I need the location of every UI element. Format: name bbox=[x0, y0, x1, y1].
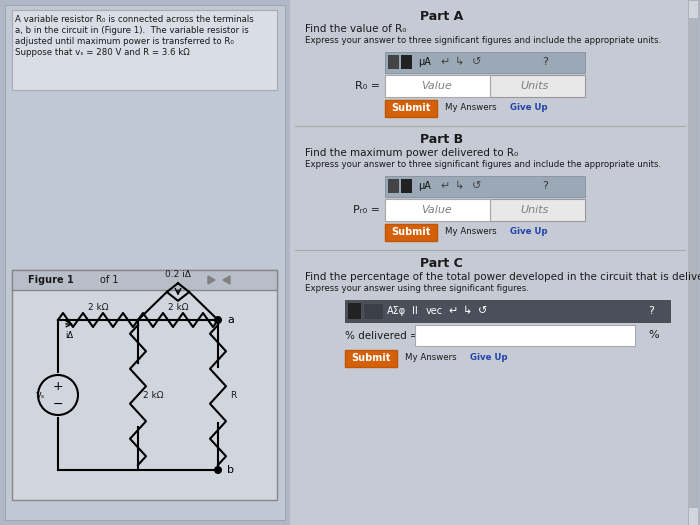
Text: 2 kΩ: 2 kΩ bbox=[168, 302, 188, 311]
Text: My Answers: My Answers bbox=[445, 103, 496, 112]
Circle shape bbox=[214, 316, 222, 324]
Text: ↺: ↺ bbox=[478, 306, 487, 316]
Text: 2 kΩ: 2 kΩ bbox=[88, 302, 108, 311]
Bar bbox=[688, 0, 698, 525]
Bar bbox=[12, 270, 277, 290]
Text: Express your answer to three significant figures and include the appropriate uni: Express your answer to three significant… bbox=[305, 36, 661, 45]
Text: ↳: ↳ bbox=[463, 306, 473, 316]
Text: Part B: Part B bbox=[420, 133, 463, 146]
Polygon shape bbox=[208, 276, 215, 284]
Text: ?: ? bbox=[542, 57, 548, 67]
Text: A variable resistor R₀ is connected across the terminals: A variable resistor R₀ is connected acro… bbox=[15, 15, 253, 24]
Text: % delivered =: % delivered = bbox=[345, 331, 419, 341]
Bar bbox=[388, 179, 399, 193]
Bar bbox=[415, 325, 635, 346]
Circle shape bbox=[214, 466, 222, 474]
Bar bbox=[348, 303, 361, 319]
Bar bbox=[385, 75, 490, 97]
Text: Suppose that vₛ = 280 V and R = 3.6 kΩ: Suppose that vₛ = 280 V and R = 3.6 kΩ bbox=[15, 48, 190, 57]
Text: R: R bbox=[230, 391, 236, 400]
Text: Find the maximum power delivered to R₀: Find the maximum power delivered to R₀ bbox=[305, 148, 518, 158]
Bar bbox=[385, 100, 437, 117]
Bar bbox=[385, 176, 585, 197]
Text: −: − bbox=[52, 397, 63, 411]
Text: My Answers: My Answers bbox=[445, 227, 496, 236]
Bar bbox=[345, 350, 397, 367]
Bar bbox=[12, 270, 277, 500]
Text: ↳: ↳ bbox=[455, 181, 464, 191]
Text: a, b in the circuit in (Figure 1).  The variable resistor is: a, b in the circuit in (Figure 1). The v… bbox=[15, 26, 248, 35]
Bar bbox=[401, 55, 412, 69]
Text: Give Up: Give Up bbox=[510, 103, 547, 112]
Text: ?: ? bbox=[648, 306, 654, 316]
Text: a: a bbox=[227, 315, 234, 325]
Text: of 1: of 1 bbox=[100, 275, 118, 285]
Text: 2 kΩ: 2 kΩ bbox=[143, 391, 163, 400]
Text: Give Up: Give Up bbox=[470, 353, 508, 362]
Text: ?: ? bbox=[542, 181, 548, 191]
Bar bbox=[345, 300, 670, 322]
Bar bbox=[5, 5, 285, 520]
Bar bbox=[290, 0, 695, 525]
Bar bbox=[363, 303, 383, 319]
Text: Figure 1: Figure 1 bbox=[28, 275, 74, 285]
Bar bbox=[385, 199, 490, 221]
Text: ↵: ↵ bbox=[440, 181, 449, 191]
Bar bbox=[385, 199, 585, 221]
Bar bbox=[688, 0, 698, 18]
Text: ↺: ↺ bbox=[472, 181, 482, 191]
Text: iΔ: iΔ bbox=[65, 331, 73, 340]
Text: Units: Units bbox=[521, 81, 550, 91]
Text: Units: Units bbox=[521, 205, 550, 215]
Bar bbox=[688, 507, 698, 525]
Text: R₀ =: R₀ = bbox=[355, 81, 380, 91]
Bar bbox=[12, 10, 277, 90]
Text: ↵: ↵ bbox=[440, 57, 449, 67]
Bar bbox=[388, 55, 399, 69]
Text: 0.2 iΔ: 0.2 iΔ bbox=[165, 270, 191, 279]
Text: Give Up: Give Up bbox=[510, 227, 547, 236]
Bar bbox=[385, 75, 585, 97]
Text: adjusted until maximum power is transferred to R₀: adjusted until maximum power is transfer… bbox=[15, 37, 234, 46]
Text: Express your answer using three significant figures.: Express your answer using three signific… bbox=[305, 284, 529, 293]
Polygon shape bbox=[223, 276, 230, 284]
Text: Find the value of R₀: Find the value of R₀ bbox=[305, 24, 407, 34]
Text: %: % bbox=[648, 330, 659, 340]
Text: AΣφ: AΣφ bbox=[387, 306, 406, 316]
Text: ↵: ↵ bbox=[448, 306, 457, 316]
Bar bbox=[385, 224, 437, 241]
Text: Submit: Submit bbox=[351, 353, 391, 363]
Text: Submit: Submit bbox=[391, 227, 430, 237]
Text: My Answers: My Answers bbox=[405, 353, 456, 362]
Text: Part A: Part A bbox=[420, 10, 463, 23]
Text: Value: Value bbox=[421, 81, 452, 91]
Text: ↳: ↳ bbox=[455, 57, 464, 67]
Text: μA: μA bbox=[418, 57, 431, 67]
Text: vₛ: vₛ bbox=[35, 390, 45, 400]
Bar bbox=[385, 52, 585, 73]
Text: vec: vec bbox=[426, 306, 443, 316]
Text: Part C: Part C bbox=[420, 257, 463, 270]
Text: Pᵣ₀ =: Pᵣ₀ = bbox=[353, 205, 380, 215]
Text: +: + bbox=[52, 381, 63, 394]
Text: ↺: ↺ bbox=[472, 57, 482, 67]
Text: μA: μA bbox=[418, 181, 431, 191]
Text: Express your answer to three significant figures and include the appropriate uni: Express your answer to three significant… bbox=[305, 160, 661, 169]
Text: Submit: Submit bbox=[391, 103, 430, 113]
Text: b: b bbox=[227, 465, 234, 475]
Text: Value: Value bbox=[421, 205, 452, 215]
Bar bbox=[401, 179, 412, 193]
Text: II: II bbox=[412, 306, 418, 316]
Text: Find the percentage of the total power developed in the circuit that is delivere: Find the percentage of the total power d… bbox=[305, 272, 700, 282]
